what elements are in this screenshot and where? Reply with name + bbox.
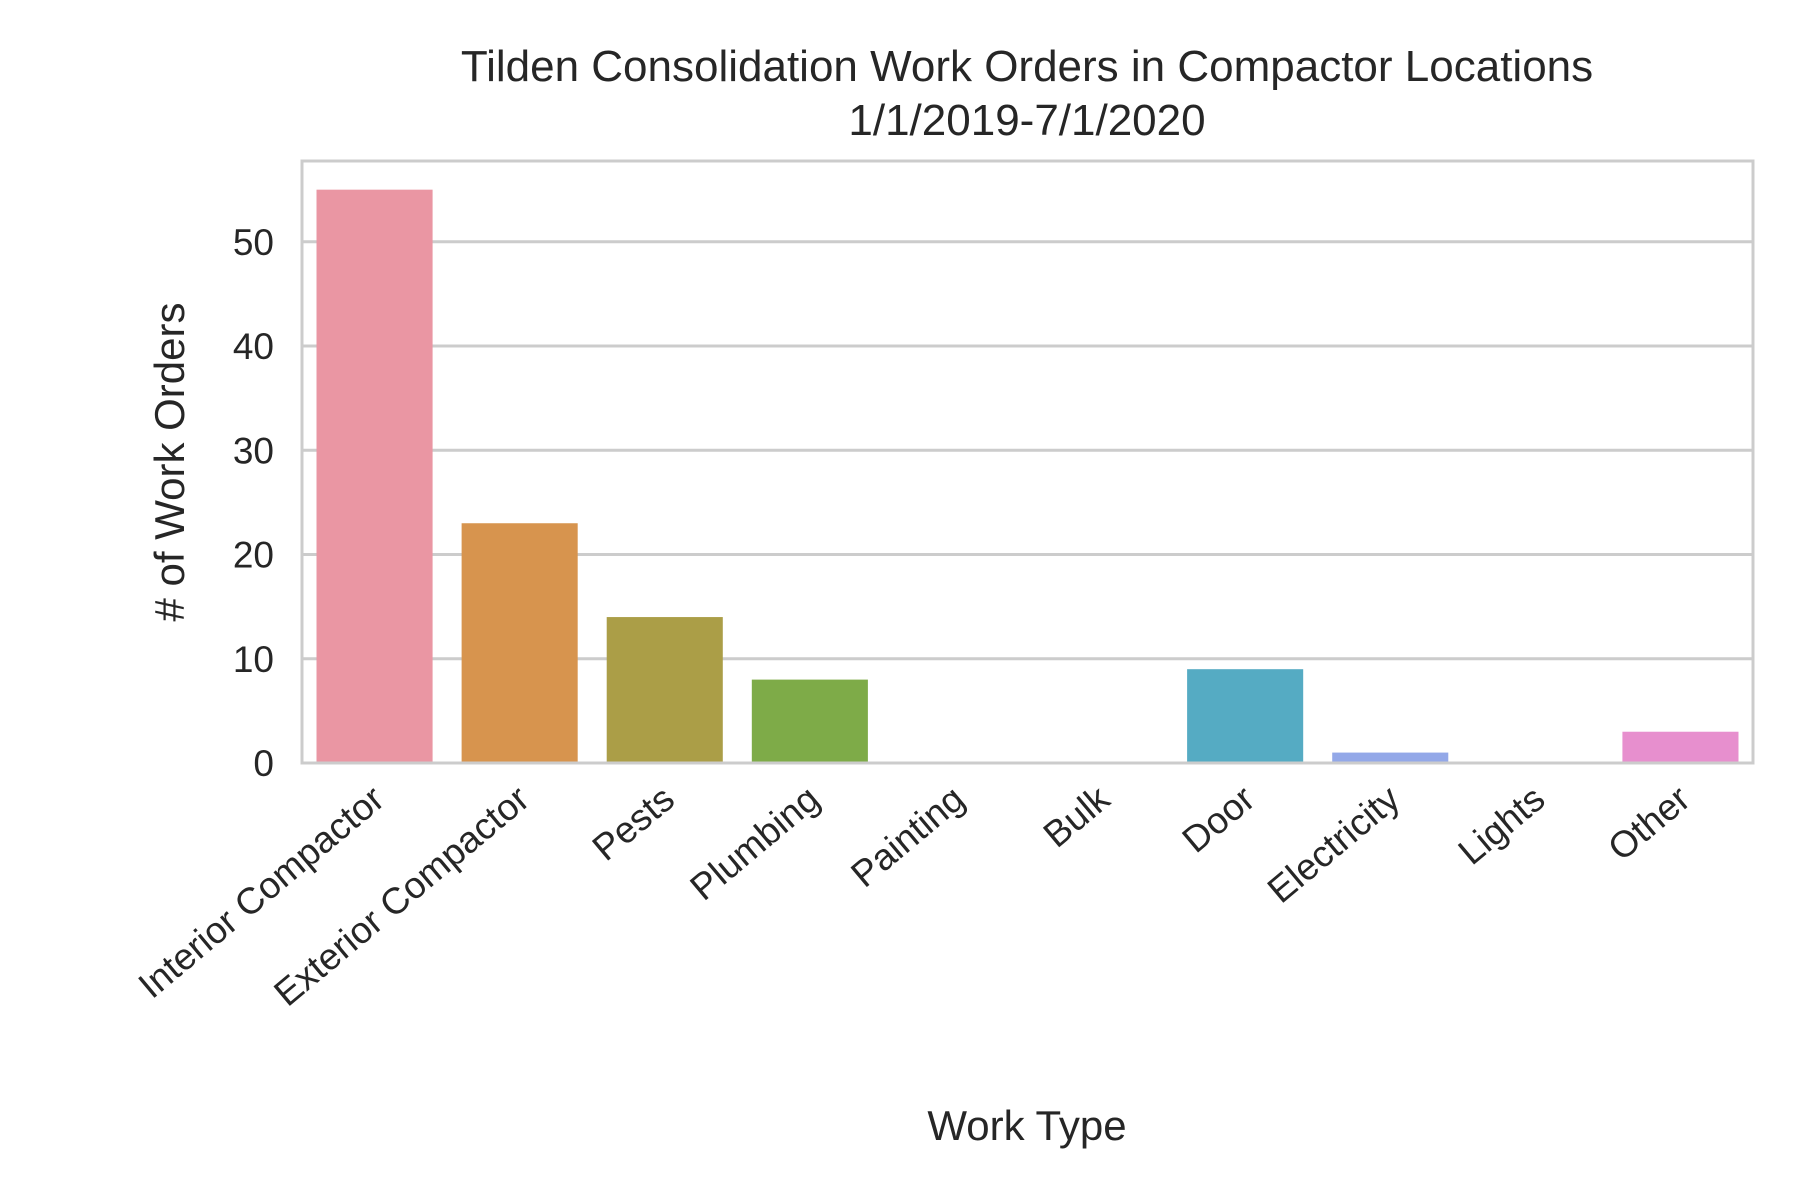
x-tick-label-pests: Pests: [585, 778, 682, 869]
chart-subtitle: 1/1/2019-7/1/2020: [848, 96, 1205, 145]
chart-title: Tilden Consolidation Work Orders in Comp…: [461, 42, 1593, 91]
y-tick-label-3: 30: [233, 430, 274, 471]
plot-frame: [300, 159, 1755, 765]
bars: [316, 189, 1739, 763]
bar-electricity: [1332, 752, 1449, 763]
x-tick-label-lights: Lights: [1451, 778, 1553, 873]
x-tick-label-plumbing: Plumbing: [682, 778, 827, 909]
x-tick-label-painting: Painting: [843, 778, 972, 895]
bar-plumbing: [751, 679, 868, 763]
y-axis-label: # of Work Orders: [146, 303, 193, 622]
x-tick-label-bulk: Bulk: [1036, 777, 1118, 855]
x-tick-label-door: Door: [1174, 778, 1262, 861]
bar-pests: [606, 617, 723, 763]
x-tick-label-interior-compactor: Interior Compactor: [131, 778, 392, 1006]
x-tick-label-other: Other: [1600, 778, 1697, 869]
y-tick-label-0: 0: [253, 743, 274, 784]
y-tick-label-2: 20: [233, 535, 274, 576]
x-tick-label-electricity: Electricity: [1260, 777, 1408, 910]
bar-door: [1187, 669, 1304, 763]
y-tick-label-5: 50: [233, 222, 274, 263]
bar-other: [1622, 731, 1739, 763]
bar-exterior-compactor: [461, 523, 578, 763]
y-tick-labels: 0 10 20 30 40 50: [233, 222, 274, 784]
x-tick-label-exterior-compactor: Exterior Compactor: [266, 778, 537, 1014]
y-tick-label-1: 10: [233, 639, 274, 680]
x-axis-label: Work Type: [927, 1102, 1126, 1149]
bar-interior-compactor: [316, 189, 433, 763]
y-tick-label-4: 40: [233, 326, 274, 367]
